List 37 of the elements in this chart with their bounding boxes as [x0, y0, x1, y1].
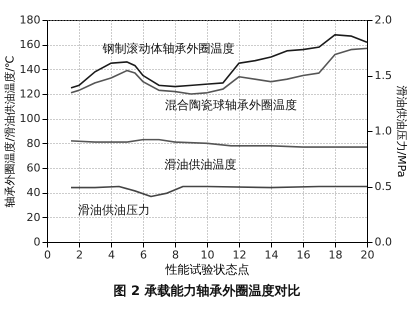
- y-tick-label: 120: [20, 88, 40, 100]
- y2-tick-label: 0.5: [374, 180, 392, 193]
- x-tick-label: 14: [264, 248, 278, 262]
- y-axis-title: 轴承外圈温度/滑油供油温度/℃: [4, 56, 17, 208]
- x-tick-label: 6: [140, 248, 147, 262]
- y2-tick-label: 0.0: [374, 236, 392, 248]
- x-tick-label: 16: [296, 248, 310, 262]
- y2-tick-label: 1.0: [374, 124, 392, 138]
- y-tick-label: 140: [20, 62, 40, 76]
- line-series: [70, 34, 368, 89]
- x-tick-label: 10: [200, 248, 214, 262]
- line-series: [70, 138, 368, 148]
- y2-axis-title: 滑油供油压力/MPa: [394, 85, 408, 178]
- x-tick-label: 8: [172, 248, 179, 262]
- y2-tick-label: 2.0: [374, 14, 392, 26]
- y-tick-label: 80: [26, 136, 40, 150]
- x-tick-label: 12: [232, 248, 246, 262]
- x-tick-label: 0: [44, 248, 51, 262]
- x-tick-label: 4: [108, 248, 115, 262]
- series-label: 混合陶瓷球轴承外圈温度: [165, 98, 297, 112]
- line-series: [70, 186, 368, 198]
- y2-tick-label: 1.5: [374, 69, 392, 82]
- y-tick-label: 180: [20, 14, 40, 26]
- x-tick-label: 20: [360, 248, 374, 262]
- y-tick-label: 0: [34, 236, 40, 248]
- y-tick-label: 20: [26, 210, 40, 224]
- series-label: 滑油供油压力: [78, 202, 150, 217]
- x-tick-label: 2: [76, 248, 83, 262]
- y-tick-label: 60: [26, 162, 40, 174]
- series-label: 滑油供油温度: [164, 157, 237, 172]
- series-label: 钢制滚动体轴承外圈温度: [102, 41, 235, 56]
- x-tick-label: 18: [328, 248, 342, 262]
- y-tick-label: 160: [20, 38, 40, 52]
- text: 图 2 承载能力轴承外圈温度对比: [113, 283, 301, 299]
- y-tick-label: 40: [26, 186, 40, 200]
- y-tick-label: 100: [20, 112, 40, 126]
- x-axis-title: 性能试验状态点: [164, 262, 250, 276]
